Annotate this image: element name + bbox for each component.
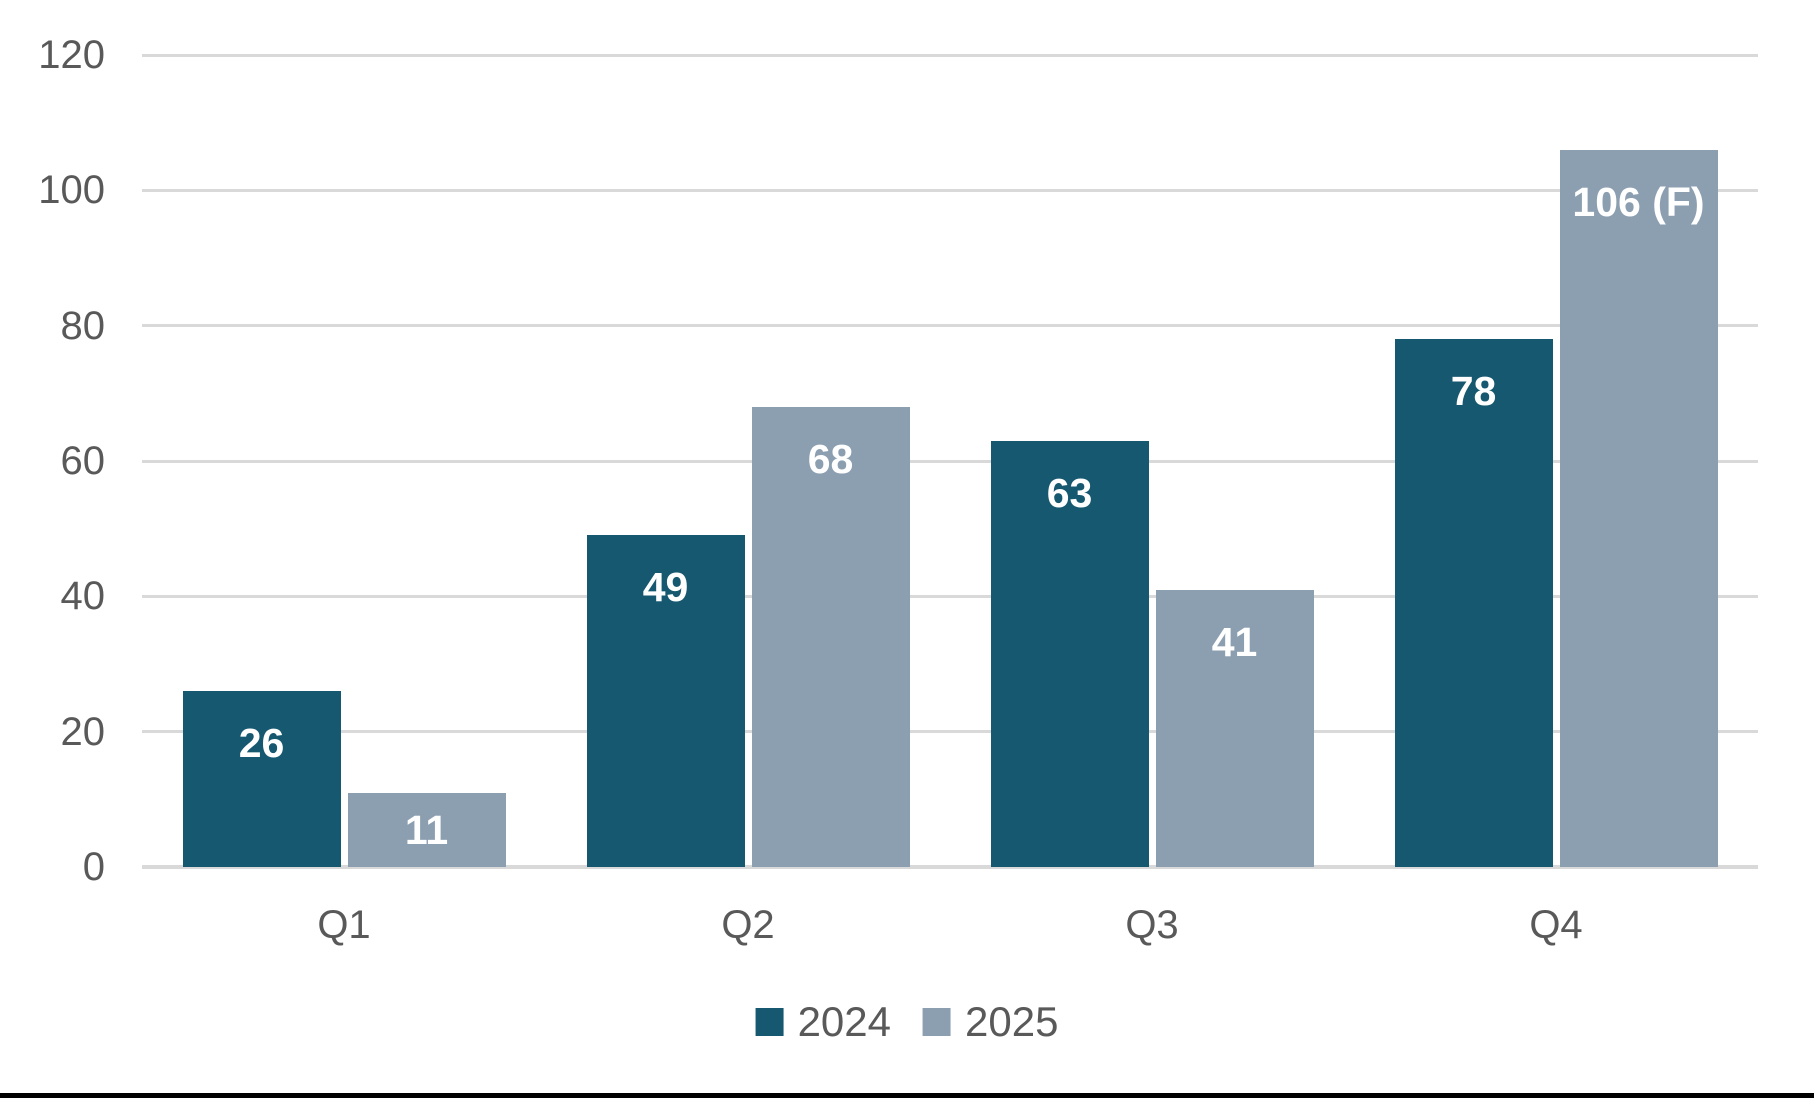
x-axis-baseline bbox=[142, 865, 1758, 869]
data-label-2024-Q4: 78 bbox=[1450, 368, 1497, 415]
legend-item-2024: 2024 bbox=[755, 998, 891, 1046]
legend-item-2025: 2025 bbox=[923, 998, 1058, 1046]
bar-2024-Q3: 63 bbox=[990, 440, 1149, 867]
data-label-2024-Q3: 63 bbox=[1046, 469, 1093, 516]
bar-2025-Q4: 106 (F) bbox=[1559, 149, 1718, 867]
legend-label-2024: 2024 bbox=[797, 998, 891, 1045]
y-tick-label: 40 bbox=[60, 574, 106, 619]
y-tick-label: 20 bbox=[60, 709, 106, 754]
legend-swatch-2025 bbox=[923, 1008, 951, 1036]
x-category-label-Q3: Q3 bbox=[1125, 903, 1179, 947]
gridline bbox=[142, 594, 1758, 598]
bar-2025-Q2: 68 bbox=[751, 406, 910, 867]
legend-swatch-2024 bbox=[755, 1008, 784, 1036]
gridline bbox=[142, 324, 1758, 328]
bar-2024-Q2: 49 bbox=[586, 535, 745, 867]
y-tick-label: 0 bbox=[82, 845, 105, 889]
bar-2024-Q1: 26 bbox=[182, 691, 341, 867]
data-label-2025-Q1: 11 bbox=[404, 806, 449, 853]
gridline bbox=[142, 730, 1758, 734]
y-tick-label: 120 bbox=[38, 33, 105, 77]
x-category-label-Q1: Q1 bbox=[317, 903, 371, 947]
y-tick-label: 100 bbox=[38, 168, 105, 213]
gridline bbox=[142, 188, 1758, 192]
x-category-label-Q2: Q2 bbox=[721, 903, 775, 947]
bar-2024-Q4: 78 bbox=[1394, 339, 1553, 867]
data-label-2025-Q3: 41 bbox=[1211, 618, 1258, 665]
legend-label-2025: 2025 bbox=[965, 998, 1059, 1045]
data-label-2025-Q2: 68 bbox=[807, 435, 854, 482]
gridline bbox=[142, 459, 1758, 463]
legend: 2024 2025 bbox=[755, 998, 1058, 1046]
data-label-2024-Q1: 26 bbox=[238, 720, 285, 767]
x-category-label-Q4: Q4 bbox=[1529, 903, 1583, 947]
bar-2025-Q1: 11 bbox=[347, 792, 506, 867]
y-tick-label: 80 bbox=[60, 303, 106, 348]
gridline bbox=[142, 53, 1758, 57]
bottom-border-line bbox=[0, 1093, 1814, 1098]
bar-2025-Q3: 41 bbox=[1155, 589, 1314, 867]
y-tick-label: 60 bbox=[60, 439, 106, 483]
data-label-2025-Q4: 106 (F) bbox=[1572, 178, 1705, 225]
data-label-2024-Q2: 49 bbox=[642, 564, 689, 611]
